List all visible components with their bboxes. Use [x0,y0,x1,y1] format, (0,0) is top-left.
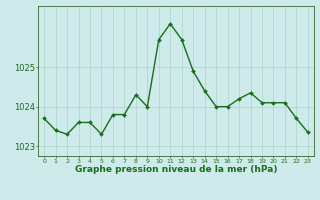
X-axis label: Graphe pression niveau de la mer (hPa): Graphe pression niveau de la mer (hPa) [75,165,277,174]
